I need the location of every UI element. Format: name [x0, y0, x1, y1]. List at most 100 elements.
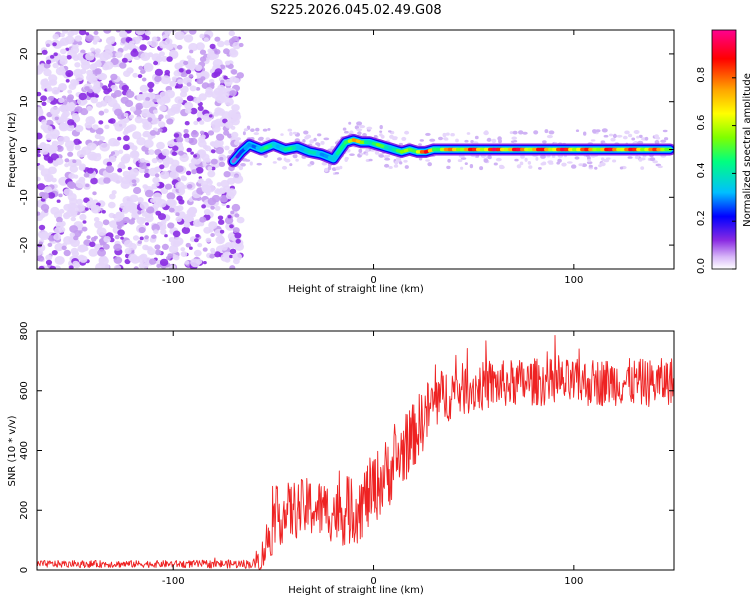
- halo-blob: [348, 121, 352, 125]
- noise-blob: [133, 186, 142, 195]
- noise-blob: [211, 166, 216, 171]
- spectrogram-y-tick-label: -10: [19, 189, 30, 205]
- noise-blob: [53, 52, 58, 57]
- noise-blob: [103, 236, 111, 243]
- noise-blob: [87, 75, 98, 84]
- noise-blob: [115, 30, 121, 33]
- halo-blob: [633, 130, 640, 134]
- noise-blob: [86, 235, 91, 239]
- halo-blob: [548, 162, 554, 165]
- halo-blob: [394, 160, 399, 165]
- spectrogram-x-tick-label: 0: [370, 275, 376, 286]
- noise-blob: [141, 212, 147, 217]
- noise-blob: [116, 119, 127, 129]
- halo-blob: [445, 132, 450, 136]
- noise-blob: [139, 236, 144, 241]
- noise-blob: [107, 87, 113, 93]
- noise-blob: [160, 55, 168, 62]
- noise-blob: [214, 68, 223, 75]
- spectrogram-x-tick-label: -100: [162, 275, 185, 286]
- noise-blob: [93, 235, 98, 240]
- noise-blob: [217, 40, 225, 48]
- noise-blob: [82, 220, 87, 224]
- noise-blob: [186, 147, 192, 153]
- halo-blob: [418, 143, 422, 146]
- noise-blob: [234, 232, 242, 239]
- noise-blob: [124, 99, 134, 108]
- noise-blob: [65, 70, 74, 77]
- noise-blob: [118, 80, 123, 85]
- halo-blob: [513, 140, 518, 143]
- noise-blob: [141, 77, 147, 82]
- noise-blob: [161, 219, 167, 225]
- noise-blob: [52, 62, 59, 69]
- noise-blob: [101, 210, 106, 214]
- noise-blob: [58, 83, 67, 91]
- noise-blob: [230, 69, 238, 75]
- noise-blob: [105, 165, 115, 173]
- spectrogram-y-tick-label: 0: [19, 146, 30, 152]
- noise-blob: [137, 74, 143, 79]
- noise-blob: [47, 192, 56, 199]
- halo-blob: [655, 136, 661, 140]
- noise-blob: [199, 56, 207, 62]
- halo-blob: [638, 158, 643, 162]
- noise-blob: [110, 84, 118, 92]
- halo-blob: [638, 134, 643, 139]
- noise-blob: [148, 149, 155, 155]
- halo-blob: [557, 158, 562, 163]
- halo-blob: [575, 129, 580, 132]
- noise-blob: [90, 47, 95, 52]
- noise-blob: [191, 169, 197, 175]
- colorbar-tick-label: 0.4: [696, 162, 707, 178]
- snr-xlabel: Height of straight line (km): [288, 585, 424, 596]
- colorbar-tick-label: 0.2: [696, 210, 707, 226]
- colorbar-tick-label: 0.8: [696, 67, 707, 83]
- noise-blob: [48, 96, 54, 101]
- noise-blob: [210, 149, 216, 154]
- noise-blob: [69, 232, 76, 238]
- noise-blob: [145, 222, 149, 226]
- noise-blob: [131, 179, 137, 184]
- noise-blob: [193, 219, 202, 228]
- noise-blob: [172, 230, 181, 238]
- noise-blob: [195, 166, 204, 174]
- noise-blob: [156, 98, 163, 104]
- halo-blob: [654, 140, 660, 145]
- halo-blob: [612, 159, 617, 163]
- noise-blob: [108, 118, 116, 124]
- noise-blob: [147, 81, 155, 89]
- noise-blob: [144, 214, 154, 223]
- noise-blob: [46, 86, 53, 92]
- noise-blob: [214, 143, 220, 149]
- noise-blob: [65, 47, 70, 51]
- halo-blob: [388, 130, 392, 133]
- noise-blob: [166, 56, 173, 62]
- noise-blob: [96, 227, 107, 236]
- noise-blob: [190, 130, 199, 138]
- halo-blob: [442, 132, 447, 138]
- noise-blob: [47, 166, 57, 175]
- noise-blob: [114, 234, 120, 240]
- halo-blob: [479, 166, 484, 171]
- noise-blob: [144, 62, 153, 70]
- noise-blob: [184, 137, 190, 143]
- noise-blob: [137, 197, 144, 203]
- noise-blob: [45, 259, 53, 266]
- halo-blob: [359, 125, 366, 129]
- noise-blob: [41, 119, 48, 125]
- halo-blob: [256, 162, 262, 166]
- halo-blob: [610, 137, 616, 142]
- noise-blob: [78, 164, 86, 171]
- noise-blob: [93, 30, 99, 35]
- noise-blob: [146, 163, 151, 167]
- noise-blob: [66, 55, 72, 60]
- noise-blob: [113, 256, 123, 264]
- noise-blob: [117, 225, 122, 230]
- noise-blob: [72, 55, 80, 61]
- noise-blob: [208, 228, 214, 233]
- noise-blob: [65, 79, 70, 83]
- halo-blob: [533, 130, 539, 135]
- noise-blob: [56, 199, 61, 203]
- noise-blob: [90, 177, 98, 185]
